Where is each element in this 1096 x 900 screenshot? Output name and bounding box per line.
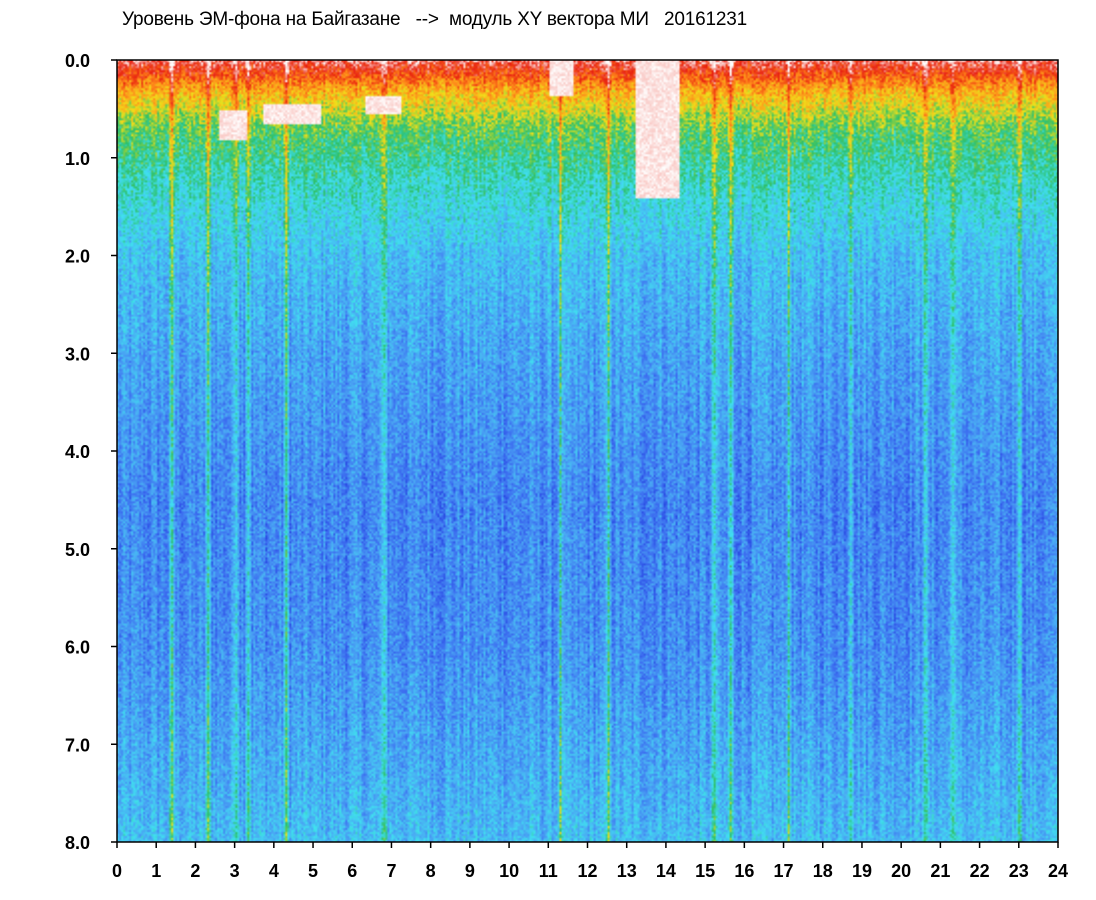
y-tick-label: 3.0 <box>65 344 90 364</box>
x-tick-label: 1 <box>151 861 161 881</box>
x-tick-label: 8 <box>426 861 436 881</box>
y-tick-label: 1.0 <box>65 149 90 169</box>
x-tick-label: 2 <box>190 861 200 881</box>
x-tick-label: 14 <box>656 861 676 881</box>
x-tick-label: 4 <box>269 861 279 881</box>
x-tick-label: 0 <box>112 861 122 881</box>
x-tick-label: 24 <box>1048 861 1068 881</box>
y-tick-label: 0.0 <box>65 51 90 71</box>
x-tick-label: 15 <box>695 861 715 881</box>
x-tick-label: 7 <box>386 861 396 881</box>
plot-area <box>116 59 1059 843</box>
x-tick-label: 3 <box>230 861 240 881</box>
y-tick-label: 4.0 <box>65 442 90 462</box>
x-tick-label: 20 <box>891 861 911 881</box>
heatmap-image <box>117 60 1058 842</box>
x-tick-label: 12 <box>577 861 597 881</box>
x-tick-label: 19 <box>852 861 872 881</box>
x-tick-label: 16 <box>734 861 754 881</box>
y-tick-label: 7.0 <box>65 735 90 755</box>
x-tick-label: 5 <box>308 861 318 881</box>
y-tick-label: 8.0 <box>65 833 90 853</box>
y-axis: 0.0 1.0 2.0 3.0 4.0 5.0 6.0 7.0 8.0 <box>65 51 117 853</box>
x-tick-label: 18 <box>813 861 833 881</box>
x-tick-label: 17 <box>774 861 794 881</box>
y-tick-label: 5.0 <box>65 540 90 560</box>
chart-title: Уровень ЭМ-фона на Байгазане --> модуль … <box>122 9 747 30</box>
x-tick-label: 6 <box>347 861 357 881</box>
x-tick-label: 11 <box>539 861 558 881</box>
x-tick-label: 23 <box>1009 861 1029 881</box>
x-tick-label: 22 <box>970 861 990 881</box>
x-tick-label: 13 <box>617 861 637 881</box>
x-axis: 0 1 2 3 4 5 6 7 8 9 10 11 12 13 14 15 16 17 18 19 20 21 22 23 24 <box>112 842 1068 881</box>
y-tick-label: 2.0 <box>65 247 90 267</box>
x-tick-label: 21 <box>930 861 950 881</box>
x-tick-label: 10 <box>499 861 519 881</box>
y-tick-label: 6.0 <box>65 638 90 658</box>
x-tick-label: 9 <box>465 861 475 881</box>
